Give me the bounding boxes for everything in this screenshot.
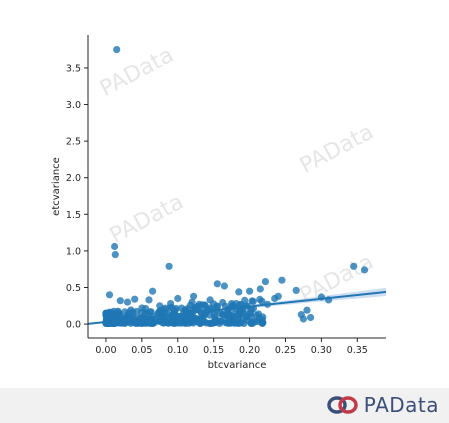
y-tick-label: 1.5 bbox=[66, 210, 81, 221]
data-point bbox=[149, 287, 157, 295]
data-point bbox=[127, 306, 135, 314]
data-point bbox=[181, 306, 189, 314]
data-point bbox=[113, 46, 121, 54]
x-tick-label: 0.05 bbox=[131, 345, 152, 356]
data-point bbox=[292, 286, 300, 294]
y-tick-label: 1.0 bbox=[66, 246, 81, 257]
data-point bbox=[220, 282, 228, 290]
data-point bbox=[177, 319, 185, 327]
footer-bar: PAData bbox=[0, 388, 449, 423]
y-tick-label: 0.0 bbox=[66, 320, 81, 331]
data-point bbox=[174, 294, 182, 303]
data-point bbox=[195, 300, 203, 308]
data-point bbox=[108, 309, 116, 318]
y-tick-label: 2.0 bbox=[66, 173, 81, 184]
data-point bbox=[224, 311, 232, 319]
data-point bbox=[145, 296, 153, 304]
data-point bbox=[261, 278, 269, 286]
data-point bbox=[116, 297, 124, 305]
regression-line-layer bbox=[87, 290, 387, 325]
data-point bbox=[271, 294, 279, 303]
x-tick-label: 0.35 bbox=[347, 345, 368, 356]
chart-area: PAData PAData PAData PAData 0.00 0.05 0.10 0.1… bbox=[51, 35, 387, 371]
data-point bbox=[159, 305, 167, 314]
axes-layer: 0.00 0.05 0.10 0.15 0.20 0.25 0.30 0.35 0.0 0.5 1.… bbox=[51, 35, 386, 371]
data-point bbox=[350, 262, 358, 270]
x-tick-label: 0.25 bbox=[275, 345, 296, 356]
data-point bbox=[210, 310, 219, 318]
data-point bbox=[111, 251, 119, 259]
watermark-text: PAData bbox=[296, 120, 378, 179]
brand-name: PAData bbox=[363, 393, 439, 417]
data-point bbox=[198, 314, 206, 322]
y-tick-label: 0.5 bbox=[66, 283, 81, 294]
data-point bbox=[221, 316, 229, 324]
data-point bbox=[216, 309, 224, 318]
data-point bbox=[111, 242, 119, 251]
y-tick-label: 3.5 bbox=[66, 63, 81, 74]
watermark-text: PAData bbox=[106, 190, 188, 249]
data-point bbox=[165, 262, 173, 270]
x-tick-label: 0.10 bbox=[167, 345, 188, 356]
data-point bbox=[360, 266, 369, 274]
data-point bbox=[228, 300, 236, 308]
brand-logo: PAData bbox=[326, 393, 439, 417]
data-point bbox=[133, 307, 141, 316]
data-point bbox=[188, 298, 196, 306]
data-point bbox=[256, 295, 264, 303]
x-tick-label: 0.20 bbox=[239, 345, 260, 356]
data-point bbox=[205, 319, 214, 327]
data-point bbox=[240, 319, 248, 327]
data-point bbox=[144, 317, 152, 325]
data-point bbox=[259, 313, 267, 321]
data-point bbox=[278, 276, 286, 284]
data-point bbox=[138, 304, 146, 312]
data-point bbox=[253, 311, 261, 319]
data-point bbox=[190, 292, 198, 300]
data-point bbox=[235, 288, 243, 296]
data-point bbox=[114, 307, 122, 315]
data-point bbox=[167, 300, 175, 308]
x-tick-label: 0.15 bbox=[203, 345, 224, 356]
data-point bbox=[206, 296, 214, 304]
x-tick-label: 0.30 bbox=[311, 345, 332, 356]
chain-link-icon bbox=[327, 396, 358, 414]
data-point bbox=[213, 280, 221, 288]
data-point bbox=[246, 287, 254, 295]
x-tick-label: 0.00 bbox=[95, 345, 116, 356]
data-point bbox=[123, 298, 132, 306]
y-tick-label: 2.5 bbox=[66, 137, 81, 148]
data-point bbox=[307, 313, 315, 322]
data-point bbox=[235, 313, 243, 321]
data-point bbox=[247, 319, 255, 327]
data-point bbox=[131, 295, 139, 303]
data-point bbox=[171, 319, 179, 327]
regression-line bbox=[87, 290, 387, 325]
data-point bbox=[183, 313, 191, 321]
data-point bbox=[231, 319, 239, 327]
x-axis-label: btcvariance bbox=[208, 360, 267, 371]
y-axis-label: etcvariance bbox=[51, 157, 62, 216]
y-tick-label: 3.0 bbox=[66, 100, 81, 111]
data-point bbox=[105, 291, 114, 299]
data-point bbox=[196, 319, 204, 327]
data-point bbox=[247, 310, 255, 318]
data-point bbox=[256, 285, 264, 293]
data-point bbox=[249, 297, 257, 305]
watermark-text: PAData bbox=[96, 43, 178, 102]
data-point bbox=[303, 306, 311, 314]
data-point bbox=[213, 302, 221, 311]
data-point bbox=[299, 315, 307, 323]
